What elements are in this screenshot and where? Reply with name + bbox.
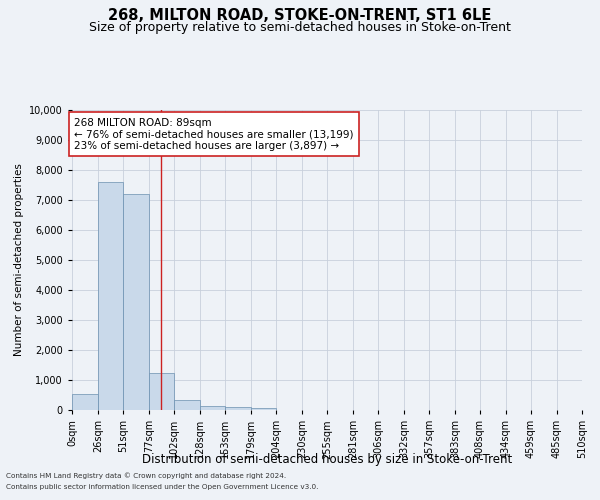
Bar <box>174 400 200 410</box>
Bar <box>200 406 225 410</box>
Text: Contains public sector information licensed under the Open Government Licence v3: Contains public sector information licen… <box>6 484 319 490</box>
Bar <box>98 182 123 410</box>
Bar <box>123 194 149 410</box>
Text: Distribution of semi-detached houses by size in Stoke-on-Trent: Distribution of semi-detached houses by … <box>142 452 512 466</box>
Bar <box>72 394 98 410</box>
Bar <box>149 372 174 410</box>
Bar <box>225 407 251 410</box>
Bar <box>251 408 276 410</box>
Text: Size of property relative to semi-detached houses in Stoke-on-Trent: Size of property relative to semi-detach… <box>89 21 511 34</box>
Text: 268 MILTON ROAD: 89sqm
← 76% of semi-detached houses are smaller (13,199)
23% of: 268 MILTON ROAD: 89sqm ← 76% of semi-det… <box>74 118 353 150</box>
Y-axis label: Number of semi-detached properties: Number of semi-detached properties <box>14 164 23 356</box>
Text: 268, MILTON ROAD, STOKE-ON-TRENT, ST1 6LE: 268, MILTON ROAD, STOKE-ON-TRENT, ST1 6L… <box>109 8 491 22</box>
Text: Contains HM Land Registry data © Crown copyright and database right 2024.: Contains HM Land Registry data © Crown c… <box>6 472 286 479</box>
